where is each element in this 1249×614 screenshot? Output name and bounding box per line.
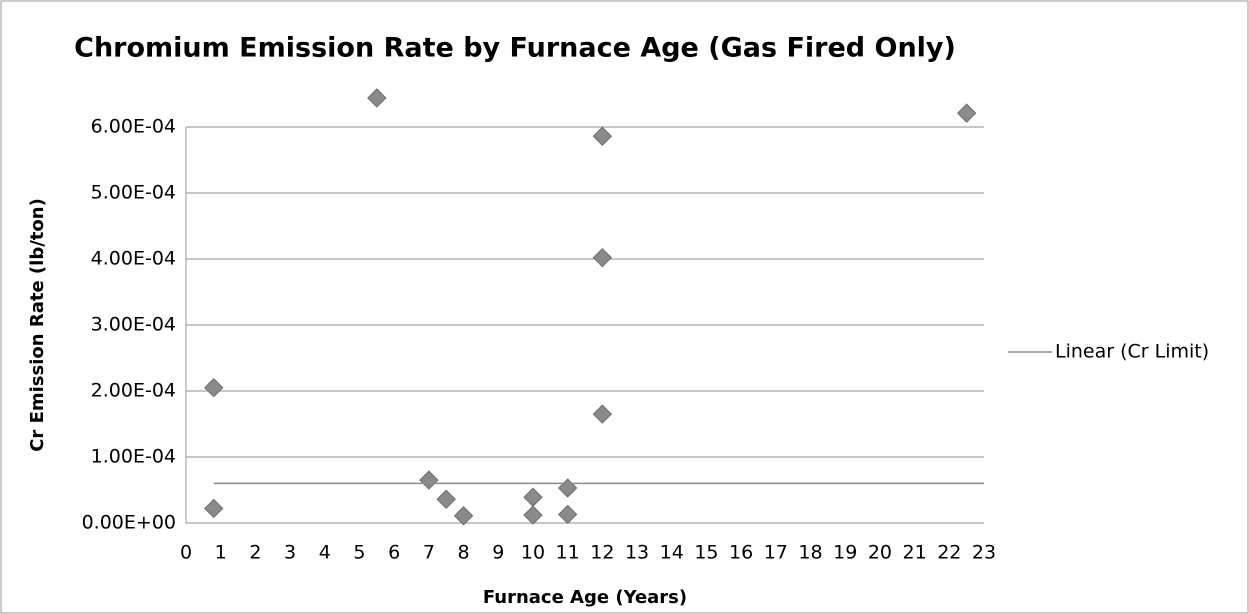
chart-title: Chromium Emission Rate by Furnace Age (G…: [74, 33, 956, 64]
data-point: [592, 404, 613, 424]
x-tick-label: 14: [660, 542, 684, 564]
x-tick-label: 13: [625, 542, 649, 564]
x-tick-label: 16: [729, 542, 753, 564]
x-tick-label: 10: [521, 542, 545, 564]
x-tick-label: 21: [903, 542, 927, 564]
y-tick-label: 6.00E-04: [91, 116, 176, 138]
data-point: [204, 498, 224, 519]
y-tick-label: 3.00E-04: [91, 314, 176, 336]
x-tick-label: 4: [319, 542, 331, 564]
data-point: [419, 470, 439, 490]
x-tick-label: 19: [833, 542, 857, 564]
y-tick-label: 4.00E-04: [91, 248, 176, 270]
x-tick-label: 15: [694, 542, 718, 564]
x-tick-label: 6: [388, 542, 400, 564]
data-point: [592, 126, 613, 146]
legend-label: Linear (Cr Limit): [1055, 341, 1209, 363]
data-point: [592, 247, 613, 268]
data-point: [523, 505, 543, 525]
y-axis-label: Cr Emission Rate (lb/ton): [27, 198, 48, 452]
data-point: [453, 506, 474, 526]
x-tick-label: 11: [556, 542, 580, 564]
x-tick-label: 18: [798, 542, 822, 564]
x-tick-label: 3: [284, 542, 296, 564]
x-tick-label: 7: [423, 542, 435, 564]
y-tick-label: 0.00E+00: [82, 512, 176, 534]
data-point: [956, 103, 977, 123]
x-tick-label: 20: [868, 542, 892, 564]
x-tick-label: 8: [458, 542, 470, 564]
x-tick-label: 1: [215, 542, 227, 564]
x-axis-label: Furnace Age (Years): [483, 587, 687, 608]
y-tick-label: 2.00E-04: [91, 380, 176, 402]
y-tick-label: 1.00E-04: [91, 446, 176, 468]
x-tick-label: 22: [937, 542, 961, 564]
x-tick-label: 12: [590, 542, 614, 564]
x-tick-label: 17: [764, 542, 788, 564]
y-tick-label: 5.00E-04: [91, 182, 176, 204]
x-tick-label: 9: [492, 542, 504, 564]
x-tick-label: 5: [353, 542, 365, 564]
data-point: [367, 88, 387, 108]
data-point: [557, 504, 578, 525]
data-point: [204, 377, 224, 398]
x-tick-label: 2: [249, 542, 261, 564]
x-tick-label: 0: [180, 542, 192, 564]
x-tick-label: 23: [972, 542, 996, 564]
data-point: [436, 489, 456, 509]
